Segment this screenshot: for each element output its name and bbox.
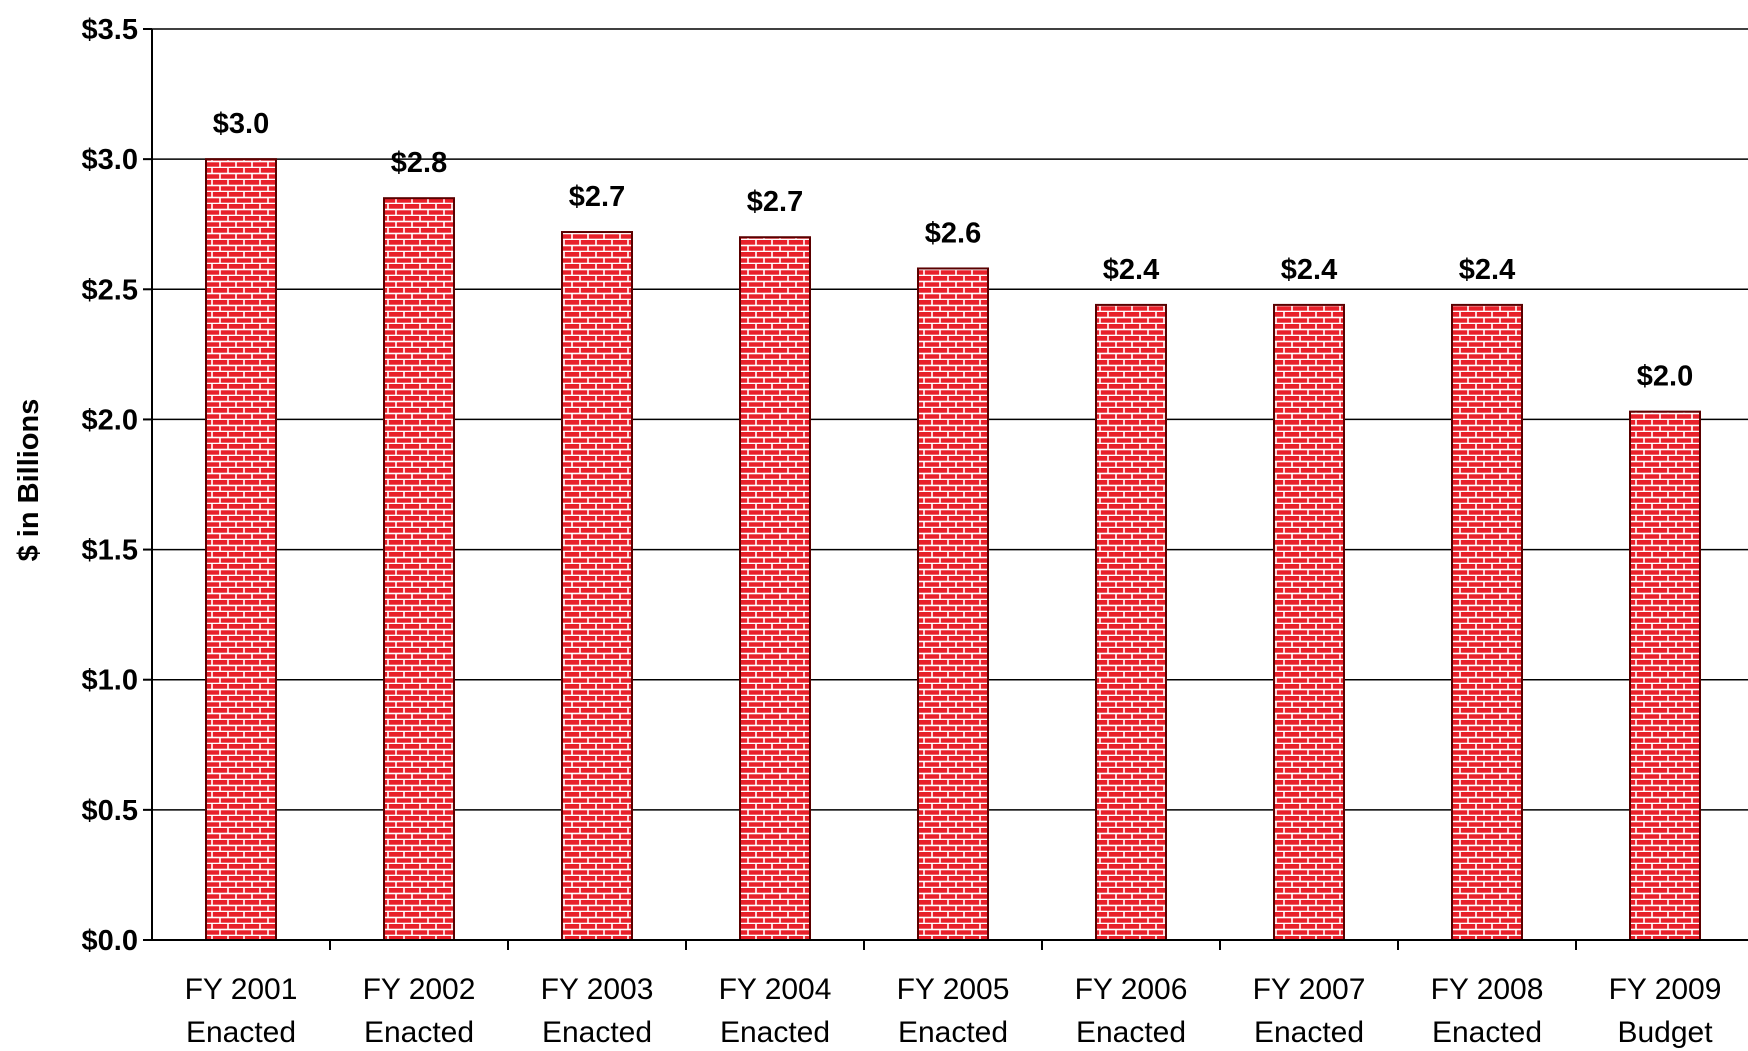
x-category-label: FY 2006 [1075,973,1188,1006]
x-category-label: FY 2005 [897,973,1010,1006]
y-tick-label: $2.0 [82,404,138,436]
data-label: $2.7 [747,186,803,218]
data-label: $2.0 [1637,361,1693,393]
y-tick-label: $0.5 [82,795,138,827]
x-category-label: FY 2007 [1253,973,1366,1006]
bar [917,267,989,942]
bar [739,236,811,941]
data-label: $2.6 [925,217,981,249]
x-category-label: FY 2008 [1431,973,1544,1006]
x-category-label: Enacted [542,1016,652,1049]
x-category-label: Enacted [1254,1016,1364,1049]
bar [1629,410,1701,941]
data-labels: $3.0 $2.8 $2.7 $2.7 $2.6 $2.4 $2.4 $2.4 $2.0 [213,108,1693,392]
x-category-label: Enacted [364,1016,474,1049]
y-tick-label: $1.5 [82,535,138,567]
data-label: $3.0 [213,108,269,140]
data-label: $2.4 [1103,254,1159,286]
x-category-label: Enacted [898,1016,1008,1049]
x-category-label: Enacted [1432,1016,1542,1049]
x-axis: FY 2001 Enacted FY 2002 Enacted FY 2003 Enact… [151,29,1748,1049]
x-category-label: FY 2002 [363,973,476,1006]
y-tick-label: $3.0 [82,144,138,176]
x-category-label: Budget [1617,1016,1713,1049]
data-label: $2.7 [569,181,625,213]
bar [1273,303,1345,942]
x-category-label: FY 2009 [1609,973,1722,1006]
y-axis-ticks: $0.0 $0.5 $1.0 $1.5 $2.0 $2.5 $3.0 $3.5 [82,14,152,957]
x-category-label: FY 2004 [719,973,832,1006]
x-category-label: FY 2003 [541,973,654,1006]
bar [561,231,633,942]
y-tick-label: $1.0 [82,665,138,697]
bar [205,158,277,941]
bars [205,158,1701,942]
bar [1451,303,1523,942]
bar [383,197,455,941]
x-category-label: Enacted [720,1016,830,1049]
data-label: $2.4 [1281,254,1337,286]
x-category-label: FY 2001 [185,973,298,1006]
y-tick-label: $0.0 [82,925,138,957]
x-category-label: Enacted [1076,1016,1186,1049]
bar [1095,303,1167,942]
y-axis-title: $ in Billions [13,399,45,562]
y-tick-label: $3.5 [82,14,138,46]
data-label: $2.8 [391,147,447,179]
y-tick-label: $2.5 [82,274,138,306]
x-category-label: Enacted [186,1016,296,1049]
data-label: $2.4 [1459,254,1515,286]
